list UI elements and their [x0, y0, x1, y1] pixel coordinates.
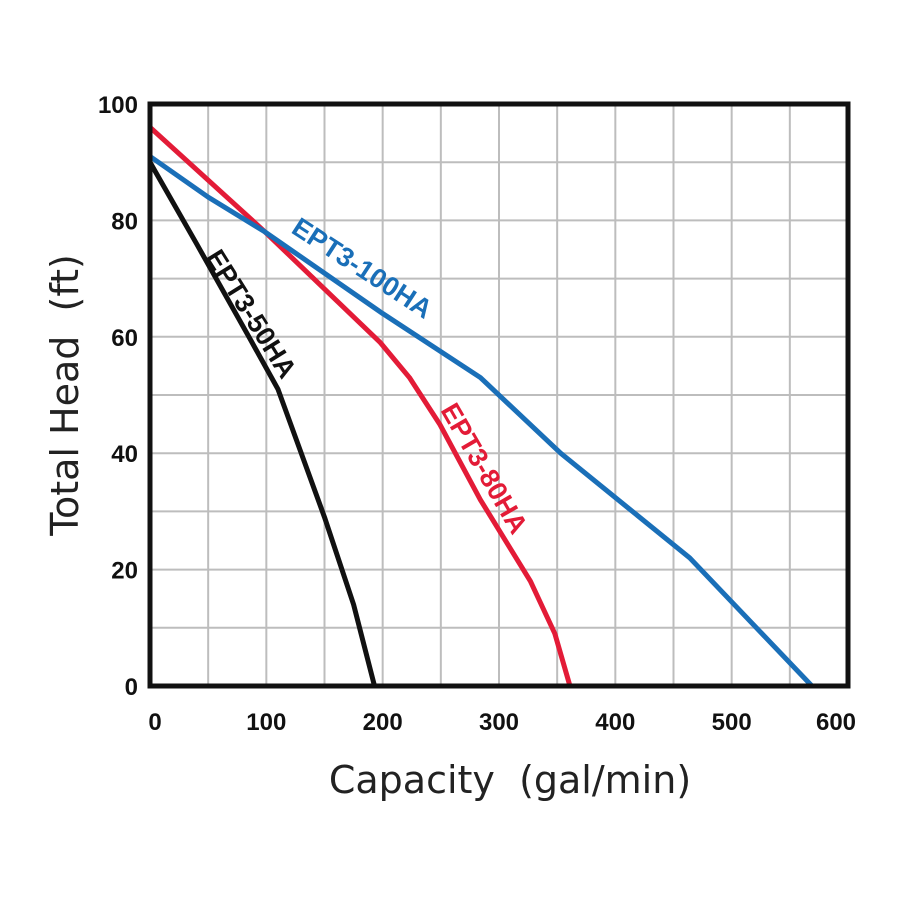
- y-tick-label: 80: [111, 208, 138, 235]
- plot-frame: [147, 101, 851, 689]
- series-labels: EPT3-50HA EPT3-80HA EPT3-100HA: [200, 212, 534, 539]
- tick-labels: 0 100 200 300 400 500 600 0 20 40 60 80 100: [98, 92, 856, 736]
- y-tick-label: 60: [111, 325, 138, 352]
- series-label: EPT3-50HA: [200, 244, 303, 383]
- series-line-ept3-80ha: [148, 125, 573, 687]
- y-tick-label: 100: [98, 92, 138, 119]
- x-tick-label: 400: [595, 709, 635, 736]
- series-label: EPT3-100HA: [287, 212, 438, 325]
- series-line-ept3-100ha: [148, 154, 814, 688]
- x-tick-label: 600: [816, 709, 856, 736]
- series-line-ept3-50ha: [147, 160, 377, 687]
- x-tick-label: 0: [148, 709, 161, 736]
- y-tick-label: 20: [111, 558, 138, 585]
- y-axis-title: Total Head (ft): [43, 254, 87, 537]
- y-tick-label: 0: [125, 674, 138, 701]
- series-label: EPT3-80HA: [435, 398, 534, 539]
- x-tick-label: 300: [479, 709, 519, 736]
- x-tick-label: 100: [246, 709, 286, 736]
- x-axis-title: Capacity (gal/min): [329, 758, 691, 802]
- x-tick-label: 200: [363, 709, 403, 736]
- series-lines: [147, 125, 814, 688]
- grid: [150, 104, 848, 686]
- y-tick-label: 40: [111, 441, 138, 468]
- x-tick-label: 500: [712, 709, 752, 736]
